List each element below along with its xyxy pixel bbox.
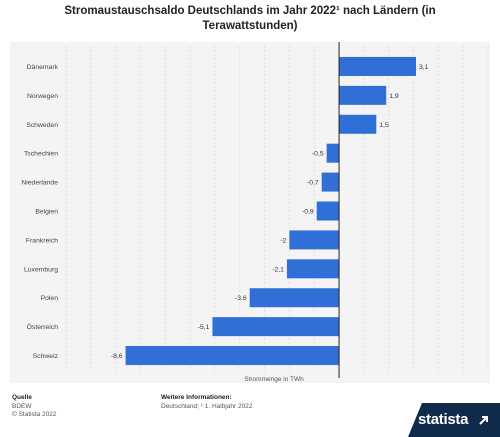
category-label: Schweiz xyxy=(33,353,59,360)
info-text[interactable]: Deutschland; ¹ 1. Halbjahr 2022 xyxy=(161,402,253,410)
x-axis-label: Strommenge in TWh xyxy=(244,376,304,383)
chart-title: Stromaustauschsaldo Deutschlands im Jahr… xyxy=(40,4,460,34)
bar xyxy=(316,201,340,221)
bar xyxy=(339,56,417,76)
category-label: Polen xyxy=(41,295,59,302)
bar xyxy=(286,259,340,279)
category-label: Norwegen xyxy=(27,93,58,100)
info-heading: Weitere Informationen: xyxy=(161,394,232,401)
category-label: Tschechien xyxy=(24,151,58,158)
bar xyxy=(289,230,340,250)
data-label: -0,9 xyxy=(302,209,314,216)
statista-logo-text: statista xyxy=(418,411,469,428)
data-label: 1,9 xyxy=(389,93,399,100)
info-block: Weitere Informationen: Deutschland; ¹ 1.… xyxy=(161,394,252,411)
data-label: 1,5 xyxy=(379,122,389,129)
source-heading: Quelle xyxy=(12,394,32,401)
bar xyxy=(326,143,340,163)
bar xyxy=(125,346,340,366)
data-label: -2 xyxy=(280,237,286,244)
bar xyxy=(249,288,340,308)
source-block: Quelle BDEW © Statista 2022 xyxy=(12,394,57,420)
bar xyxy=(339,85,387,105)
data-label: -0,7 xyxy=(307,180,319,187)
category-label: Österreich xyxy=(27,323,59,331)
bar xyxy=(212,317,340,337)
data-label: -8,6 xyxy=(111,353,123,360)
statista-arrow-icon xyxy=(479,416,488,425)
data-label: -3,6 xyxy=(235,295,247,302)
bar xyxy=(339,114,377,134)
data-label: -5,1 xyxy=(198,324,210,331)
category-label: Frankreich xyxy=(26,237,58,244)
category-label: Schweden xyxy=(26,122,58,129)
source-name[interactable]: BDEW xyxy=(12,402,32,410)
category-label: Luxemburg xyxy=(24,266,58,273)
category-label: Dänemark xyxy=(27,64,59,71)
bar xyxy=(321,172,340,192)
data-label: -0,5 xyxy=(312,151,324,158)
chart-title-line-2: Terawattstunden) xyxy=(202,20,298,32)
category-label: Niederlande xyxy=(21,180,58,187)
chart-title-line-1: Stromaustauschsaldo Deutschlands im Jahr… xyxy=(64,5,436,17)
category-label: Belgien xyxy=(35,209,58,216)
data-label: -2,1 xyxy=(272,266,284,273)
copyright-text: © Statista 2022 xyxy=(12,411,57,418)
data-label: 3,1 xyxy=(419,64,429,71)
